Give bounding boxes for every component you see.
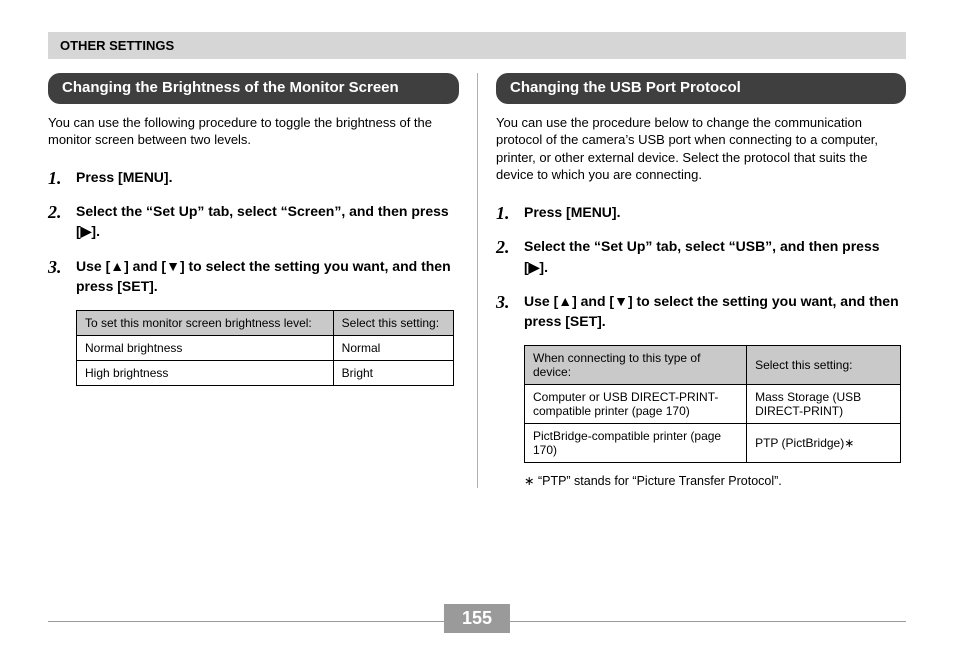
table-header-cell: Select this setting: — [333, 311, 453, 336]
table-cell: PictBridge-compatible printer (page 170) — [525, 424, 747, 463]
two-column-layout: Changing the Brightness of the Monitor S… — [48, 73, 906, 488]
step-item: Select the “Set Up” tab, select “USB”, a… — [496, 236, 906, 277]
page-footer: 155 — [48, 621, 906, 622]
step-item: Press [MENU]. — [48, 167, 459, 187]
left-section-title: Changing the Brightness of the Monitor S… — [48, 73, 459, 104]
step-item: Press [MENU]. — [496, 202, 906, 222]
footer-rule: 155 — [48, 621, 906, 622]
page-number: 155 — [444, 604, 510, 633]
right-intro-text: You can use the procedure below to chang… — [496, 114, 906, 184]
table-cell: PTP (PictBridge)∗ — [747, 424, 901, 463]
left-intro-text: You can use the following procedure to t… — [48, 114, 459, 149]
table-header-row: To set this monitor screen brightness le… — [77, 311, 454, 336]
table-row: Normal brightness Normal — [77, 336, 454, 361]
table-cell: High brightness — [77, 361, 334, 386]
right-column: Changing the USB Port Protocol You can u… — [477, 73, 906, 488]
section-header: OTHER SETTINGS — [48, 32, 906, 59]
left-column: Changing the Brightness of the Monitor S… — [48, 73, 477, 488]
table-cell: Bright — [333, 361, 453, 386]
left-steps-list: Press [MENU]. Select the “Set Up” tab, s… — [48, 167, 459, 296]
table-row: Computer or USB DIRECT-PRINT-compatible … — [525, 385, 901, 424]
manual-page: OTHER SETTINGS Changing the Brightness o… — [0, 0, 954, 646]
right-section-title: Changing the USB Port Protocol — [496, 73, 906, 104]
table-header-cell: To set this monitor screen brightness le… — [77, 311, 334, 336]
footnote-text: ∗ “PTP” stands for “Picture Transfer Pro… — [524, 473, 906, 488]
right-steps-list: Press [MENU]. Select the “Set Up” tab, s… — [496, 202, 906, 331]
table-cell: Normal brightness — [77, 336, 334, 361]
table-cell: Normal — [333, 336, 453, 361]
step-item: Select the “Set Up” tab, select “Screen”… — [48, 201, 459, 242]
step-item: Use [▲] and [▼] to select the setting yo… — [48, 256, 459, 297]
right-settings-table: When connecting to this type of device: … — [524, 345, 901, 463]
step-item: Use [▲] and [▼] to select the setting yo… — [496, 291, 906, 332]
table-cell: Computer or USB DIRECT-PRINT-compatible … — [525, 385, 747, 424]
table-header-row: When connecting to this type of device: … — [525, 346, 901, 385]
table-row: PictBridge-compatible printer (page 170)… — [525, 424, 901, 463]
table-cell: Mass Storage (USB DIRECT-PRINT) — [747, 385, 901, 424]
table-row: High brightness Bright — [77, 361, 454, 386]
table-header-cell: When connecting to this type of device: — [525, 346, 747, 385]
table-header-cell: Select this setting: — [747, 346, 901, 385]
left-settings-table: To set this monitor screen brightness le… — [76, 310, 454, 386]
